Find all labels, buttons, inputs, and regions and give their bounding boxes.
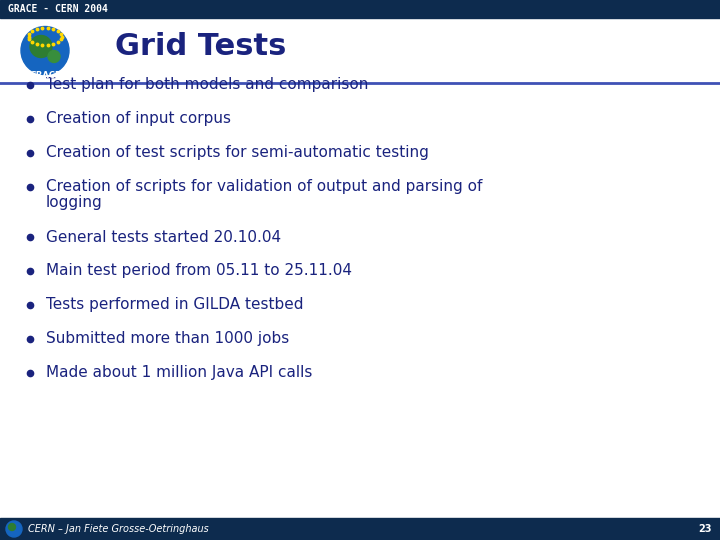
- Text: GRACE - CERN 2004: GRACE - CERN 2004: [8, 4, 108, 14]
- Text: General tests started 20.10.04: General tests started 20.10.04: [46, 230, 281, 245]
- Text: Grid Tests: Grid Tests: [115, 32, 287, 61]
- Text: Test plan for both models and comparison: Test plan for both models and comparison: [46, 78, 369, 92]
- Circle shape: [21, 26, 69, 75]
- Text: 23: 23: [698, 524, 712, 534]
- Text: Creation of scripts for validation of output and parsing of: Creation of scripts for validation of ou…: [46, 179, 482, 194]
- Text: CERN – Jan Fiete Grosse-Oetringhaus: CERN – Jan Fiete Grosse-Oetringhaus: [28, 524, 209, 534]
- Text: logging: logging: [46, 195, 103, 211]
- Circle shape: [9, 523, 16, 530]
- Bar: [0, 518, 720, 540]
- Text: Creation of test scripts for semi-automatic testing: Creation of test scripts for semi-automa…: [46, 145, 429, 160]
- Text: Creation of input corpus: Creation of input corpus: [46, 111, 231, 126]
- Bar: [0, 0, 720, 18]
- Circle shape: [30, 36, 52, 57]
- Text: Made about 1 million Java API calls: Made about 1 million Java API calls: [46, 366, 312, 381]
- Text: Tests performed in GILDA testbed: Tests performed in GILDA testbed: [46, 298, 304, 313]
- Circle shape: [6, 521, 22, 537]
- Text: Main test period from 05.11 to 25.11.04: Main test period from 05.11 to 25.11.04: [46, 264, 352, 279]
- Text: Submitted more than 1000 jobs: Submitted more than 1000 jobs: [46, 332, 289, 347]
- Text: GRACE: GRACE: [30, 71, 60, 80]
- Circle shape: [48, 51, 60, 63]
